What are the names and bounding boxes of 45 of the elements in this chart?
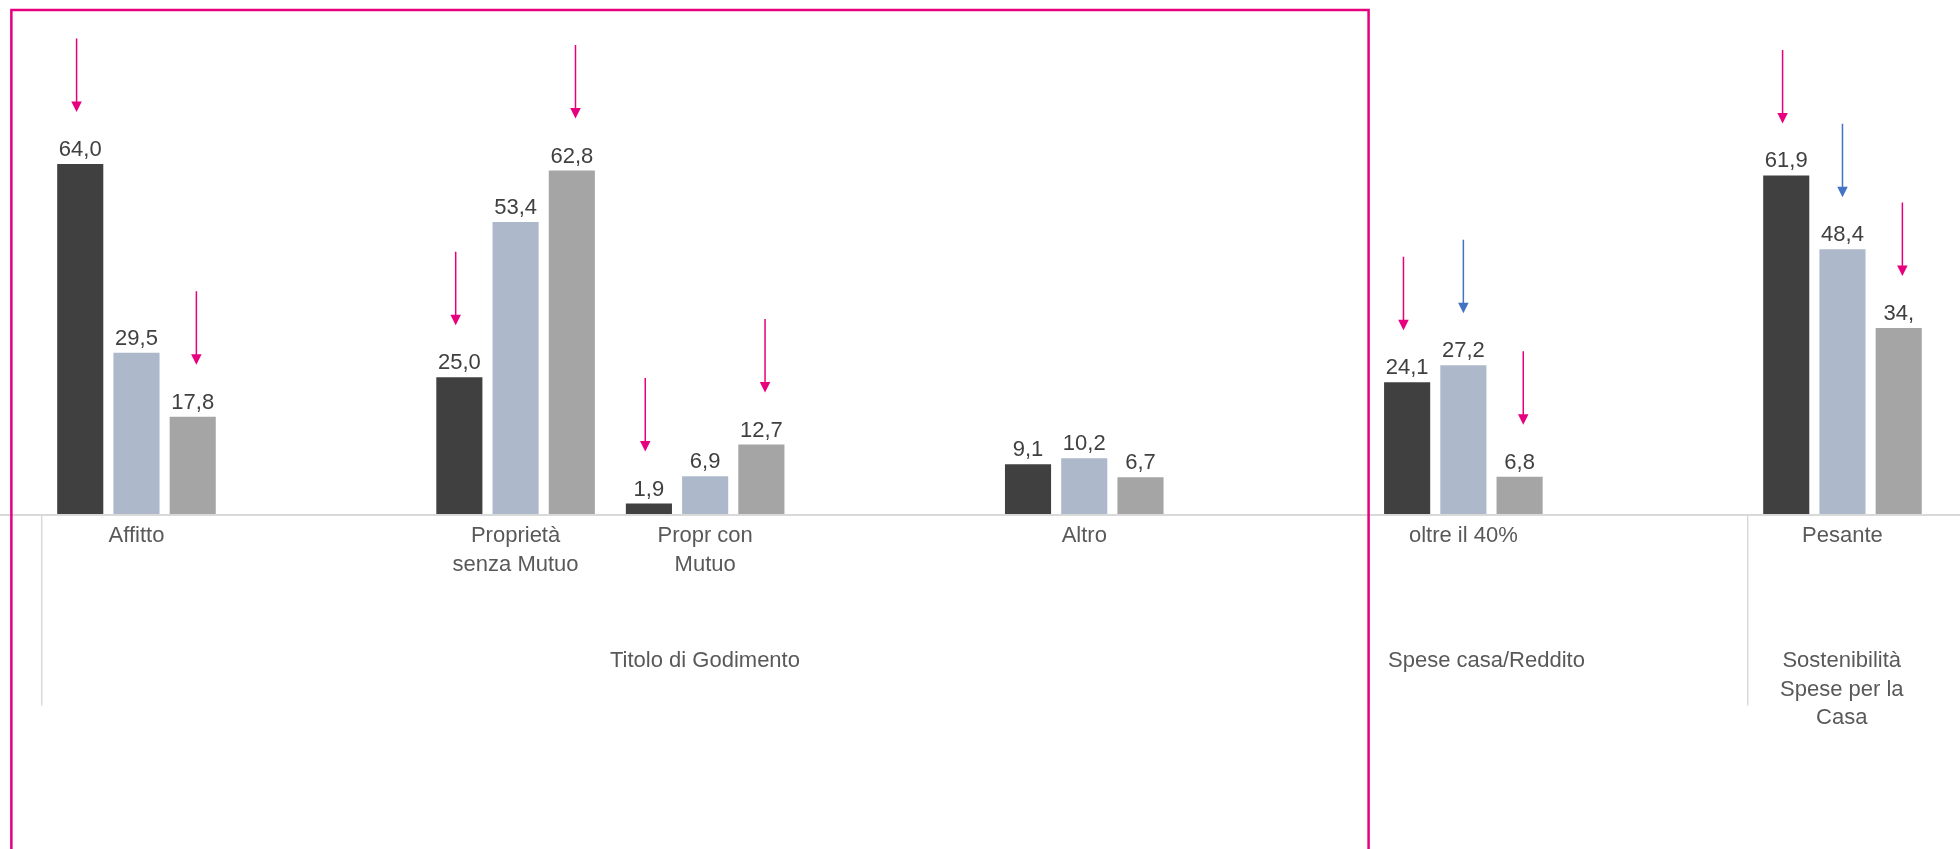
bar (113, 352, 160, 514)
bar (57, 164, 104, 514)
bar (1004, 464, 1052, 514)
bar (548, 170, 595, 514)
data-label: 53,4 (494, 193, 537, 219)
data-label: 9,1 (1012, 436, 1044, 462)
bar (625, 503, 672, 514)
x-tick-label: Altro (1061, 521, 1107, 547)
data-label: 17,8 (171, 388, 215, 414)
data-label: 27,2 (1441, 337, 1485, 363)
bar (682, 476, 729, 514)
data-label: 24,1 (1385, 354, 1429, 380)
data-label: 25,0 (437, 349, 481, 375)
bar (436, 377, 483, 514)
bar (1763, 175, 1810, 514)
text: Sostenibilità Spese per la Casa (1780, 647, 1905, 730)
bar (492, 221, 539, 514)
x-tick-label: oltre il 40% (1408, 521, 1518, 547)
data-label: 6,7 (1125, 449, 1156, 475)
data-label: 62,8 (550, 142, 594, 168)
bar (1061, 458, 1108, 514)
bar (1117, 477, 1164, 514)
bar (738, 444, 785, 514)
x-tick-label: Pesante (1802, 521, 1883, 547)
data-label: 6,8 (1504, 448, 1535, 474)
x-tick-label: Proprietà senza Mutuo (452, 521, 579, 576)
data-label: 34, (1883, 300, 1915, 326)
bar (1875, 328, 1922, 514)
bar (1440, 365, 1487, 514)
data-label: 6,9 (689, 448, 721, 474)
data-label: 61,9 (1764, 147, 1808, 173)
data-label: 12,7 (739, 416, 783, 442)
text: Titolo di Godimento (610, 647, 800, 672)
data-label: 64,0 (58, 136, 102, 161)
x-tick-label: Affitto (108, 521, 165, 547)
data-label: 10,2 (1062, 430, 1106, 456)
data-label: 48,4 (1821, 221, 1864, 247)
bar (1384, 382, 1431, 514)
x-tick-label: Propr con Mutuo (657, 521, 753, 576)
text: Spese casa/Reddito (1388, 647, 1585, 672)
bar (169, 416, 216, 514)
data-label: 29,5 (115, 324, 158, 350)
bar (1496, 476, 1543, 514)
bar (1819, 249, 1866, 514)
data-label: 1,9 (633, 475, 665, 501)
